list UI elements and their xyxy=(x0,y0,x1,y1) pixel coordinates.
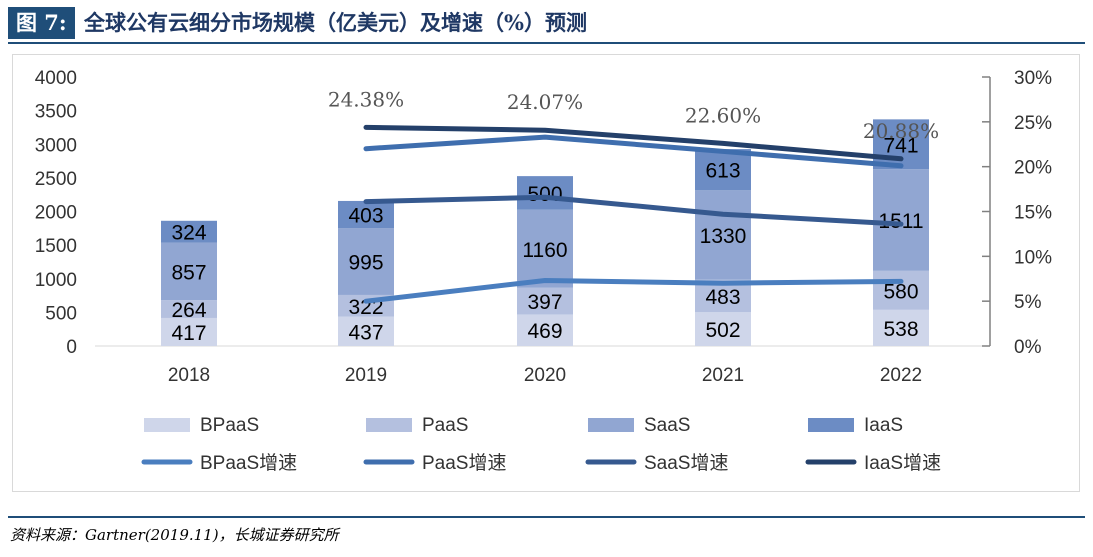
legend-label: IaaS增速 xyxy=(864,452,941,474)
bar-value-label: 1160 xyxy=(522,239,567,262)
bar-segment-iaas xyxy=(517,176,573,210)
bar-segment-saas xyxy=(695,190,751,280)
bar-value-label: 1330 xyxy=(700,225,747,248)
legend-label: PaaS xyxy=(422,415,468,436)
legend-label: PaaS增速 xyxy=(422,452,506,474)
y-tick-label: 500 xyxy=(45,303,77,324)
y-tick-label: 1000 xyxy=(35,270,77,291)
y-tick-label: 2000 xyxy=(35,203,77,224)
y-tick-label: 4000 xyxy=(35,68,77,89)
bar-segment-saas xyxy=(517,209,573,288)
growth-line-1 xyxy=(363,134,904,169)
y2-tick-label: 30% xyxy=(1014,68,1052,89)
footer-rule xyxy=(8,516,1085,518)
bar-segment-bpaas xyxy=(695,312,751,346)
bar-value-label: 397 xyxy=(527,291,562,314)
legend-swatch-bpaas xyxy=(144,418,190,432)
bar-segment-iaas xyxy=(695,149,751,191)
growth-rate-label: 24.07% xyxy=(507,90,583,114)
growth-rate-label: 22.60% xyxy=(685,103,761,127)
bar-value-label: 264 xyxy=(171,299,206,322)
y-tick-label: 1500 xyxy=(35,236,77,257)
bar-value-label: 613 xyxy=(705,160,740,183)
bar-segment-bpaas xyxy=(873,309,929,346)
y2-tick-label: 25% xyxy=(1014,113,1052,134)
legend-label: IaaS xyxy=(864,415,903,436)
bar-value-label: 580 xyxy=(883,280,918,303)
bar-segment-iaas xyxy=(338,200,394,229)
bar-segment-iaas xyxy=(161,220,217,243)
y-tick-label: 3000 xyxy=(35,135,77,156)
header-rule xyxy=(8,42,1085,44)
growth-line-2 xyxy=(363,194,904,227)
x-tick-label: 2021 xyxy=(702,365,744,386)
bar-value-label: 437 xyxy=(348,321,383,344)
bar-value-label: 857 xyxy=(171,261,206,284)
x-tick-label: 2022 xyxy=(880,365,922,386)
legend-swatch-iaas xyxy=(808,418,854,432)
bar-segment-paas xyxy=(517,287,573,315)
bar-value-label: 417 xyxy=(171,322,206,345)
x-tick-label: 2020 xyxy=(524,365,566,386)
bar-value-label: 403 xyxy=(348,204,383,227)
figure-header: 图 7: 全球公有云细分市场规模（亿美元）及增速（%）预测 xyxy=(0,0,1093,44)
y2-tick-label: 10% xyxy=(1014,247,1052,268)
x-tick-label: 2018 xyxy=(168,365,210,386)
bar-segment-saas xyxy=(161,242,217,301)
legend-label: SaaS增速 xyxy=(644,452,728,474)
legend-label: BPaaS增速 xyxy=(200,452,297,474)
bar-value-label: 1511 xyxy=(878,210,923,233)
y-tick-label: 2500 xyxy=(35,169,77,190)
bar-segment-paas xyxy=(161,300,217,318)
bar-segment-bpaas xyxy=(517,314,573,346)
growth-rate-label: 20.88% xyxy=(863,119,939,143)
growth-rate-label: 24.38% xyxy=(328,87,404,111)
bar-value-label: 502 xyxy=(705,319,740,342)
growth-line-0 xyxy=(363,278,904,304)
x-tick-label: 2019 xyxy=(345,365,387,386)
source-note: 资料来源：Gartner(2019.11)，长城证券研究所 xyxy=(10,526,339,544)
chart-frame xyxy=(12,54,1080,492)
legend-swatch-saas xyxy=(588,418,634,432)
bar-value-label: 469 xyxy=(527,320,562,343)
bar-value-label: 538 xyxy=(883,318,918,341)
bar-segment-bpaas xyxy=(338,316,394,346)
y2-tick-label: 15% xyxy=(1014,203,1052,224)
y2-tick-label: 5% xyxy=(1014,292,1042,313)
figure-title: 全球公有云细分市场规模（亿美元）及增速（%）预测 xyxy=(84,10,587,35)
bar-segment-saas xyxy=(338,228,394,295)
bar-value-label: 741 xyxy=(883,134,918,157)
figure-number-tag: 图 7: xyxy=(8,7,75,39)
growth-line-3 xyxy=(363,124,904,162)
bar-value-label: 995 xyxy=(348,252,383,275)
legend-swatch-paas xyxy=(366,418,412,432)
y2-tick-label: 20% xyxy=(1014,158,1052,179)
bar-segment-saas xyxy=(873,169,929,271)
bar-segment-paas xyxy=(873,270,929,310)
legend-label: BPaaS xyxy=(200,415,259,436)
y2-tick-label: 0% xyxy=(1014,337,1042,358)
bar-segment-bpaas xyxy=(161,317,217,346)
bar-value-label: 500 xyxy=(527,183,562,206)
bar-value-label: 483 xyxy=(705,286,740,309)
legend-label: SaaS xyxy=(644,415,690,436)
bar-value-label: 324 xyxy=(171,222,206,245)
y-tick-label: 3500 xyxy=(35,102,77,123)
y-tick-label: 0 xyxy=(66,337,77,358)
